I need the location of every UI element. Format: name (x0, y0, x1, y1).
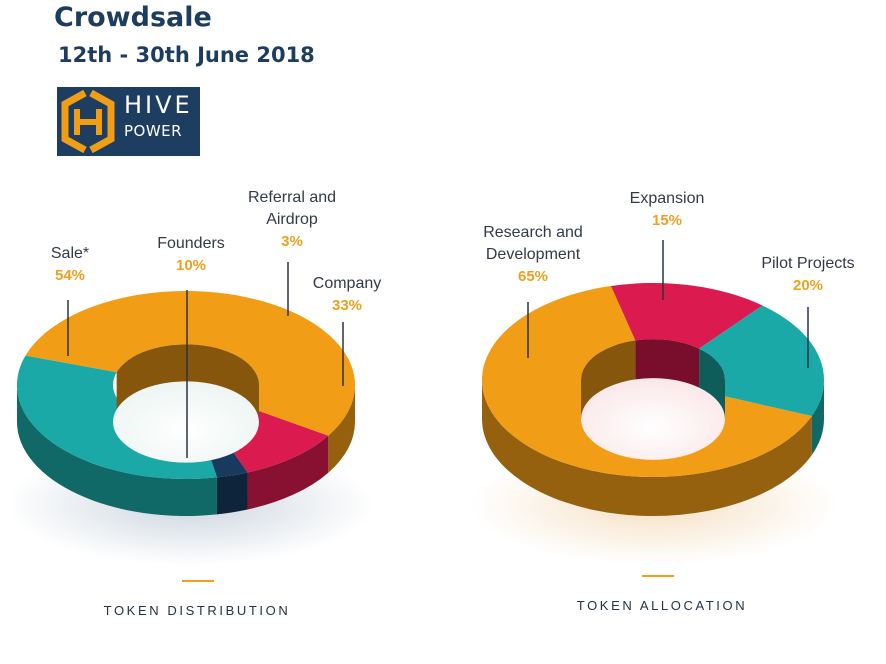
donut-outer-wall (811, 380, 824, 455)
logo-word-power: POWER (124, 122, 183, 140)
donut-slice-research-and-development (481, 285, 812, 478)
label-name: Sale* (50, 245, 90, 262)
sale-dates: 12th - 30th June 2018 (58, 43, 315, 67)
label-expansion: Expansion 15% (630, 188, 705, 232)
label-pct: 65% (517, 268, 549, 285)
hive-hexagon-h-icon (61, 89, 115, 154)
page-title: Crowdsale (54, 2, 212, 33)
label-leader-lines (67, 240, 809, 458)
label-pct: 15% (651, 212, 683, 229)
label-referral-airdrop: Referral and Airdrop 3% (237, 187, 347, 253)
caption-rule (642, 575, 674, 577)
logo-word-hive: HIVE (124, 91, 193, 119)
donut-hole (581, 378, 725, 460)
label-name: Founders (157, 235, 225, 252)
label-name: Pilot Projects (761, 255, 855, 272)
caption-token-distribution: TOKEN DISTRIBUTION (103, 603, 291, 618)
donut-slice-expansion (610, 283, 763, 349)
caption-token-allocation: TOKEN ALLOCATION (576, 598, 748, 613)
donut-slice-pilot-projects (699, 305, 824, 416)
label-pct: 10% (175, 257, 207, 274)
donut-inner-wall (581, 340, 636, 419)
donut-outer-wall (216, 472, 248, 515)
donut-outer-wall (328, 385, 355, 473)
hive-power-logo: HIVE POWER (57, 87, 200, 156)
label-pilot-projects: Pilot Projects 20% (761, 253, 854, 297)
label-name: Company (312, 275, 382, 292)
label-sale: Sale* 54% (51, 243, 89, 287)
label-pct: 20% (792, 277, 824, 294)
label-pct: 33% (331, 297, 363, 314)
donut-outer-wall (482, 380, 812, 516)
donut-token-distribution (16, 291, 355, 516)
donut-inner-wall (116, 344, 259, 422)
label-pct: 3% (281, 233, 303, 250)
donut-inner-wall (699, 348, 725, 419)
donut-outer-wall (17, 385, 217, 516)
label-company: Company 33% (313, 273, 381, 317)
label-name: Research and Development (483, 224, 583, 263)
caption-rule (182, 580, 214, 582)
donut-token-allocation (481, 283, 824, 516)
donut-outer-wall (247, 435, 329, 510)
donut-hole (113, 381, 259, 463)
label-founders: Founders 10% (157, 233, 225, 277)
donut-slice-sale (25, 291, 355, 436)
donut-inner-wall (635, 339, 700, 388)
label-name: Referral and Airdrop (247, 189, 337, 228)
label-research-development: Research and Development 65% (468, 222, 598, 288)
label-name: Expansion (629, 190, 705, 207)
label-pct: 54% (54, 267, 86, 284)
